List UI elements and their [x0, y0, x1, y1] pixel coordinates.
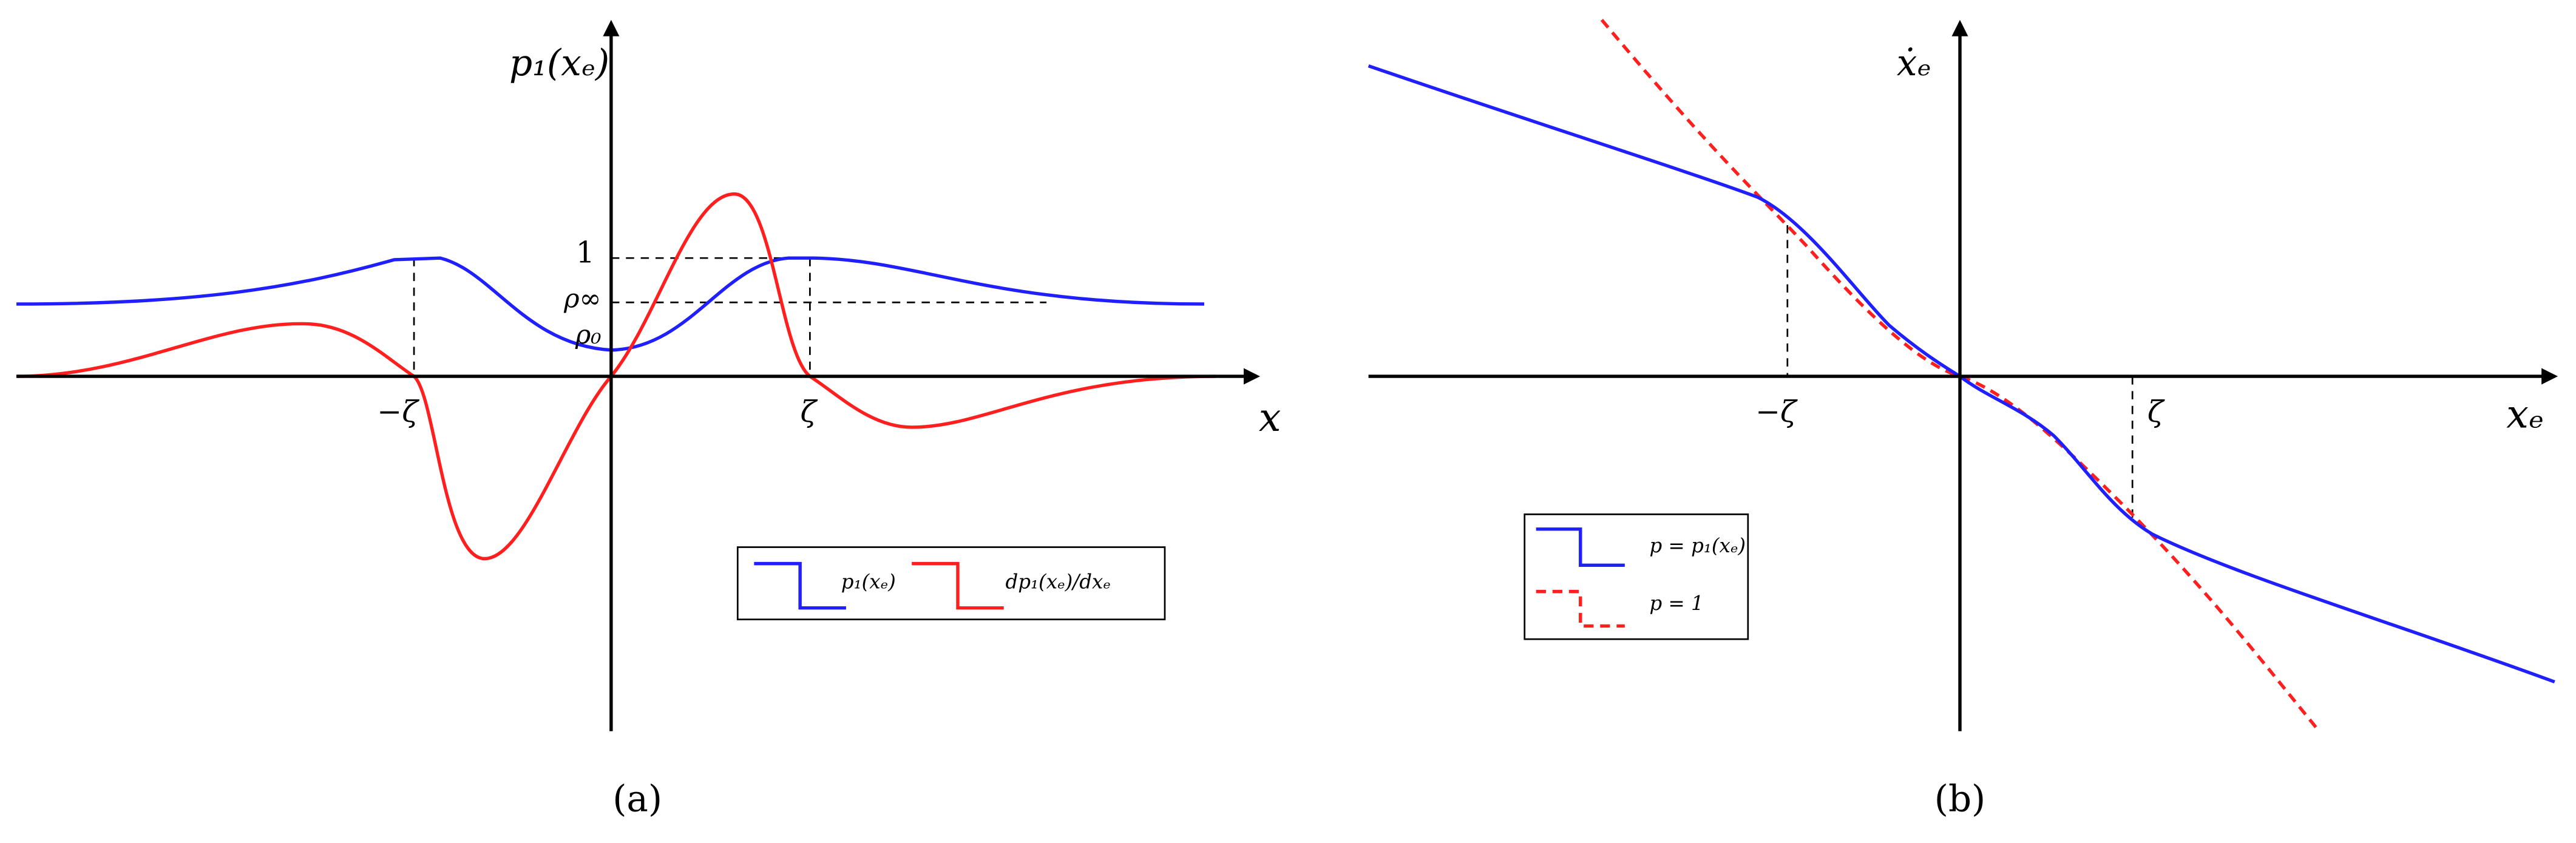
- level-label: ρ∞: [563, 284, 602, 314]
- panel-a: p₁(xₑ) x 1 ρ∞ ρ₀ −ζ ζ p₁(xₑ) dp₁(xₑ)/dxₑ…: [16, 19, 1281, 821]
- panel-b: ẋₑ xₑ −ζ ζ p = p₁(xₑ) p = 1 (b): [1368, 18, 2558, 821]
- tick-label: −ζ: [1755, 395, 1798, 429]
- legend-label: p = p₁(xₑ): [1649, 534, 1746, 557]
- y-axis-label: ẋₑ: [1897, 42, 1931, 84]
- tick-label: ζ: [2147, 395, 2165, 429]
- legend-swatch: [754, 561, 846, 610]
- level-label: ρ₀: [575, 320, 602, 350]
- legend-swatch: [1536, 589, 1625, 628]
- level-label: 1: [576, 235, 595, 269]
- y-axis-label: p₁(xₑ): [509, 42, 609, 84]
- legend: p₁(xₑ) dp₁(xₑ)/dxₑ: [736, 546, 1166, 621]
- x-axis-label: x: [1259, 395, 1281, 441]
- caption: (b): [1934, 779, 1986, 821]
- legend-label: p₁(xₑ): [841, 570, 896, 594]
- legend-swatch: [912, 561, 1004, 610]
- reference-curve: [1600, 18, 2318, 729]
- tick-label: −ζ: [377, 395, 419, 429]
- legend: p = p₁(xₑ) p = 1: [1524, 513, 1749, 640]
- legend-box: [1524, 513, 1749, 640]
- legend-label: p = 1: [1649, 592, 1703, 615]
- caption: (a): [612, 779, 662, 821]
- legend-swatch: [1536, 527, 1625, 567]
- x-axis-label: xₑ: [2506, 392, 2544, 438]
- tick-label: ζ: [800, 395, 818, 429]
- legend-label: dp₁(xₑ)/dxₑ: [1005, 570, 1110, 594]
